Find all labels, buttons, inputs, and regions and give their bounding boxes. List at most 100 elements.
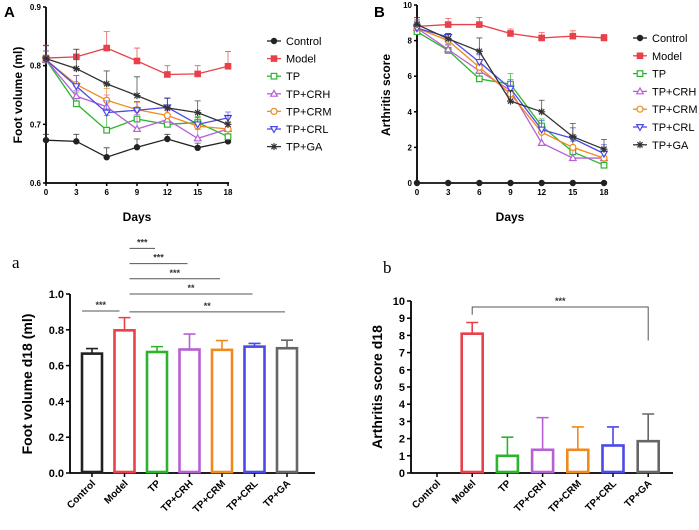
y-tick-label: 10: [403, 1, 412, 10]
bar-TP+CRL: [601, 444, 625, 474]
bar-TP+CRL: [243, 345, 266, 474]
y-tick-label: 10: [393, 296, 405, 308]
x-tick-label: TP+CRM: [547, 478, 584, 515]
data-point: [569, 179, 577, 187]
legend-marker: [636, 52, 644, 60]
y-tick-label: 0.6: [30, 179, 42, 188]
data-point: [72, 65, 80, 73]
x-tick-label: 3: [74, 188, 79, 197]
data-point: [72, 91, 81, 100]
data-point: [72, 83, 81, 91]
bar-TP+GA: [275, 346, 299, 474]
x-tick-label: TP+CRL: [584, 478, 619, 513]
data-point: [507, 97, 514, 105]
legend-marker: [269, 89, 279, 97]
x-tick-label: 0: [415, 188, 420, 197]
data-point: [475, 47, 483, 55]
significance-marker: ***: [82, 300, 120, 312]
y-tick-label: 4: [408, 108, 413, 117]
y-tick-label: 8: [408, 37, 413, 46]
line-chart-B: 0 3 6 9 12 15 18 0 2 4 6 8 10 Control Model TP TP+CRH TP+…: [403, 1, 697, 197]
data-point: [538, 34, 545, 42]
legend-marker: [636, 70, 644, 78]
significance-marker: **: [129, 283, 253, 295]
legend-marker: [636, 34, 644, 42]
data-point: [568, 153, 578, 162]
x-tick-label: TP: [497, 478, 514, 495]
data-point: [73, 138, 80, 145]
yaxis-label-B: Arthritis score: [379, 54, 393, 136]
bar-Model: [113, 329, 136, 474]
x-tick-label: Control: [410, 478, 443, 511]
bar-TP+CRM: [565, 448, 590, 474]
legend-item: TP+CRM: [267, 106, 332, 118]
data-point: [444, 21, 452, 28]
y-tick-label: 0.9: [30, 3, 42, 12]
bar-Control: [80, 352, 104, 474]
x-tick-label: 12: [163, 188, 172, 197]
legend-item: TP+CRL: [633, 122, 695, 134]
data-point: [194, 144, 201, 151]
legend-item: TP: [267, 71, 300, 83]
panel-label-B: B: [374, 4, 385, 21]
error-bar: [501, 436, 514, 456]
legend-item: Control: [267, 36, 321, 48]
data-point: [538, 108, 546, 116]
y-tick-label: 0.8: [30, 62, 42, 71]
data-point: [72, 100, 80, 108]
data-point: [163, 115, 172, 123]
panel-label-A: A: [4, 4, 15, 21]
data-point: [444, 35, 452, 43]
legend-label: TP+CRL: [652, 122, 695, 134]
legend-item: TP+CRH: [267, 89, 330, 101]
series-Control: [413, 179, 608, 187]
x-tick-label: TP+CRL: [225, 478, 260, 513]
legend-item: Model: [633, 51, 682, 63]
data-point: [476, 21, 483, 28]
y-tick-label: 1: [399, 451, 405, 463]
y-tick-label: 0.2: [49, 432, 64, 444]
error-bar: [466, 321, 479, 334]
y-tick-label: 3: [399, 416, 405, 428]
legend-label: Model: [652, 51, 682, 63]
x-tick-label: TP+GA: [623, 478, 655, 510]
error-bar: [536, 416, 549, 450]
series-Model: [413, 17, 608, 42]
legend-label: Control: [286, 36, 321, 48]
data-point: [569, 143, 577, 151]
legend-marker: [635, 86, 645, 95]
y-tick-label: 5: [399, 382, 405, 394]
data-point: [507, 179, 514, 187]
data-point: [132, 107, 142, 115]
data-point: [476, 179, 483, 187]
legend-marker: [270, 55, 278, 62]
x-tick-label: 6: [477, 188, 482, 197]
data-point: [224, 133, 232, 141]
data-point: [537, 126, 546, 135]
y-tick-label: 0: [408, 179, 413, 188]
y-tick-label: 9: [399, 313, 405, 325]
x-tick-label: TP+GA: [262, 478, 294, 510]
y-tick-label: 0.6: [49, 361, 64, 373]
x-tick-label: 9: [135, 188, 140, 197]
data-point: [569, 32, 577, 40]
data-point: [569, 133, 577, 141]
legend-item: TP+GA: [633, 140, 689, 152]
data-point: [133, 92, 141, 100]
data-point: [194, 70, 201, 78]
significance-label: ***: [153, 253, 164, 263]
y-tick-label: 0.8: [49, 325, 64, 337]
x-tick-label: 18: [224, 188, 233, 197]
significance-line: [471, 306, 649, 341]
yaxis-label-a: Foot volume d18 (ml): [19, 314, 35, 455]
error-bar: [183, 333, 196, 350]
legend-label: Control: [652, 33, 687, 45]
x-tick-label: 0: [44, 188, 49, 197]
legend-item: TP+CRL: [267, 124, 329, 136]
legend-label: TP+GA: [652, 140, 689, 152]
legend-label: TP: [286, 71, 300, 83]
bar-TP+GA: [636, 439, 661, 474]
panel-label-a: a: [12, 253, 20, 272]
significance-marker: ***: [129, 268, 220, 280]
